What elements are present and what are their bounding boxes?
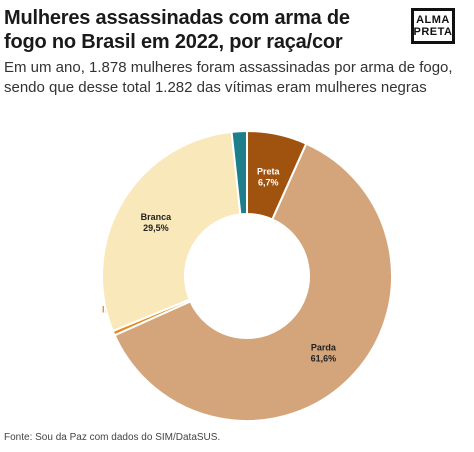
logo-line-1: ALMA [416, 14, 450, 26]
slice-value-branca: 29,5% [143, 223, 169, 233]
chart-title: Mulheres assassinadas com arma de fogo n… [4, 7, 350, 53]
logo-line-2: PRETA [413, 26, 453, 38]
chart-subtitle: Em um ano, 1.878 mulheres foram assassin… [4, 59, 453, 96]
slice-label-branca: Branca [141, 212, 173, 222]
source-note: Fonte: Sou da Paz com dados do SIM/DataS… [4, 432, 221, 443]
slice-value-parda: 61,6% [311, 353, 337, 363]
slice-unlabeled [230, 129, 248, 216]
slice-branca [101, 130, 242, 333]
slice-parda [113, 142, 393, 422]
slice-label-parda: Parda [311, 342, 337, 352]
slice-value-preta: 6,7% [258, 177, 279, 187]
slice-label-preta: Preta [257, 166, 281, 176]
alma-preta-logo: ALMA PRETA [411, 8, 455, 44]
